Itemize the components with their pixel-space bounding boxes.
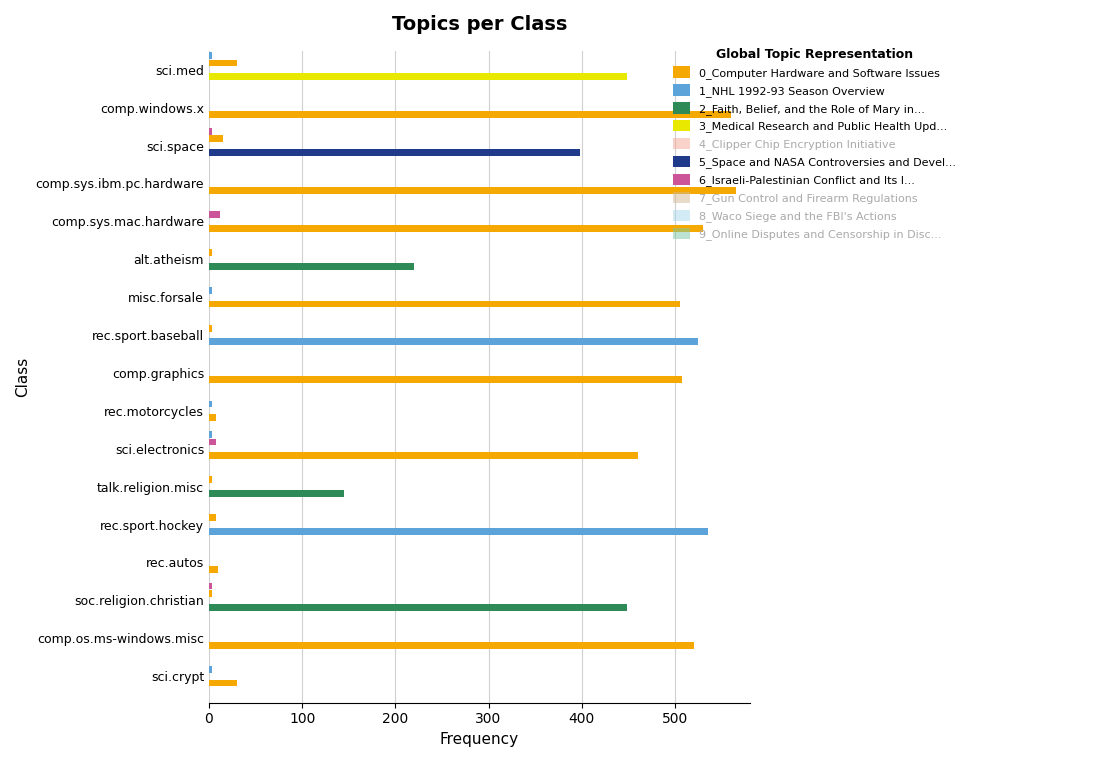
Bar [209, 452, 638, 459]
Bar [209, 59, 236, 66]
X-axis label: Frequency: Frequency [440, 732, 519, 747]
Legend: 0_Computer Hardware and Software Issues, 1_NHL 1992-93 Season Overview, 2_Faith,: 0_Computer Hardware and Software Issues,… [669, 43, 960, 245]
Bar [209, 211, 220, 218]
Bar [209, 439, 217, 445]
Y-axis label: Class: Class [15, 357, 30, 397]
Bar [209, 476, 211, 483]
Bar [209, 149, 580, 155]
Bar [209, 338, 698, 345]
Title: Topics per Class: Topics per Class [392, 15, 566, 34]
Bar [209, 325, 211, 331]
Bar [209, 415, 217, 421]
Bar [209, 401, 211, 408]
Bar [209, 249, 211, 256]
Bar [209, 604, 627, 610]
Bar [209, 225, 703, 232]
Bar [209, 187, 736, 194]
Bar [209, 136, 223, 142]
Bar [209, 128, 211, 135]
Bar [209, 376, 682, 383]
Bar [209, 566, 218, 573]
Bar [209, 680, 236, 687]
Bar [209, 666, 211, 673]
Bar [209, 287, 211, 294]
Bar [209, 642, 694, 648]
Bar [209, 528, 707, 535]
Bar [209, 300, 680, 307]
Bar [209, 431, 211, 438]
Bar [209, 263, 414, 270]
Bar [209, 52, 211, 59]
Bar [209, 514, 217, 521]
Bar [209, 590, 211, 597]
Bar [209, 73, 627, 80]
Bar [209, 583, 211, 590]
Bar [209, 490, 344, 497]
Bar [209, 111, 730, 118]
